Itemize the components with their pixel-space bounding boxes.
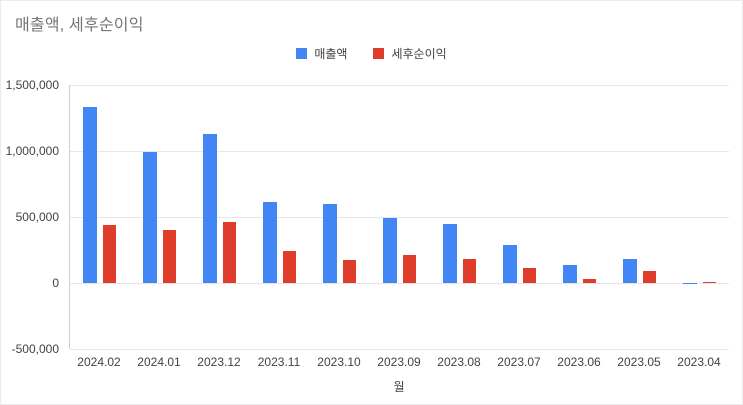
bar-revenue[interactable] xyxy=(443,223,457,283)
y-axis-tick-label: -500,000 xyxy=(11,342,59,356)
y-axis-tick-label: 1,000,000 xyxy=(5,144,59,158)
x-axis-tick-label: 2023.10 xyxy=(317,355,361,369)
gridline xyxy=(70,151,729,152)
bar-net-income[interactable] xyxy=(703,281,716,283)
bar-net-income[interactable] xyxy=(103,224,116,283)
x-axis-title: 월 xyxy=(393,380,405,394)
bar-net-income[interactable] xyxy=(523,268,536,283)
legend-item-revenue[interactable]: 매출액 xyxy=(296,45,347,62)
bar-revenue[interactable] xyxy=(143,152,157,283)
x-axis-tick-label: 2023.08 xyxy=(437,355,481,369)
x-axis-tick-label: 2023.11 xyxy=(257,355,301,369)
bar-net-income[interactable] xyxy=(403,255,416,283)
bar-net-income[interactable] xyxy=(343,259,356,283)
legend-item-net-income[interactable]: 세후순이익 xyxy=(373,45,447,62)
bar-revenue[interactable] xyxy=(203,133,217,283)
bar-revenue[interactable] xyxy=(563,264,577,283)
bar-net-income[interactable] xyxy=(583,279,596,283)
bar-revenue[interactable] xyxy=(323,203,337,283)
chart-title: 매출액, 세후순이익 xyxy=(15,17,144,34)
bar-net-income[interactable] xyxy=(163,230,176,283)
bar-net-income[interactable] xyxy=(283,251,296,283)
bar-revenue[interactable] xyxy=(623,259,637,283)
legend-label-net-income: 세후순이익 xyxy=(391,47,447,61)
x-axis-tick-label: 2024.02 xyxy=(77,355,121,369)
bar-net-income[interactable] xyxy=(223,221,236,283)
gridline xyxy=(70,283,729,284)
x-axis-tick-label: 2023.05 xyxy=(617,355,661,369)
x-axis-tick-label: 2024.01 xyxy=(137,355,181,369)
bar-net-income[interactable] xyxy=(463,259,476,283)
x-axis-tick-label: 2023.06 xyxy=(557,355,601,369)
gridline xyxy=(70,349,729,350)
legend-label-revenue: 매출액 xyxy=(314,47,348,61)
bar-net-income[interactable] xyxy=(643,271,656,283)
x-axis-tick-label: 2023.09 xyxy=(377,355,421,369)
bar-revenue[interactable] xyxy=(83,107,97,283)
x-axis-tick-label: 2023.04 xyxy=(677,355,721,369)
y-axis-tick-label: 1,500,000 xyxy=(5,78,59,92)
legend: 매출액 세후순이익 xyxy=(1,45,742,62)
gridline xyxy=(70,217,729,218)
x-axis-tick-label: 2023.12 xyxy=(197,355,241,369)
y-axis-tick-label: 500,000 xyxy=(15,210,59,224)
bar-revenue[interactable] xyxy=(503,244,517,283)
bar-revenue[interactable] xyxy=(383,217,397,283)
x-axis-tick-label: 2023.07 xyxy=(497,355,541,369)
bar-revenue[interactable] xyxy=(263,201,277,283)
legend-swatch-revenue xyxy=(296,48,308,59)
gridline xyxy=(70,85,729,86)
plot-area xyxy=(69,85,729,350)
y-axis-tick-label: 0 xyxy=(52,276,59,290)
legend-swatch-net-income xyxy=(373,48,385,59)
